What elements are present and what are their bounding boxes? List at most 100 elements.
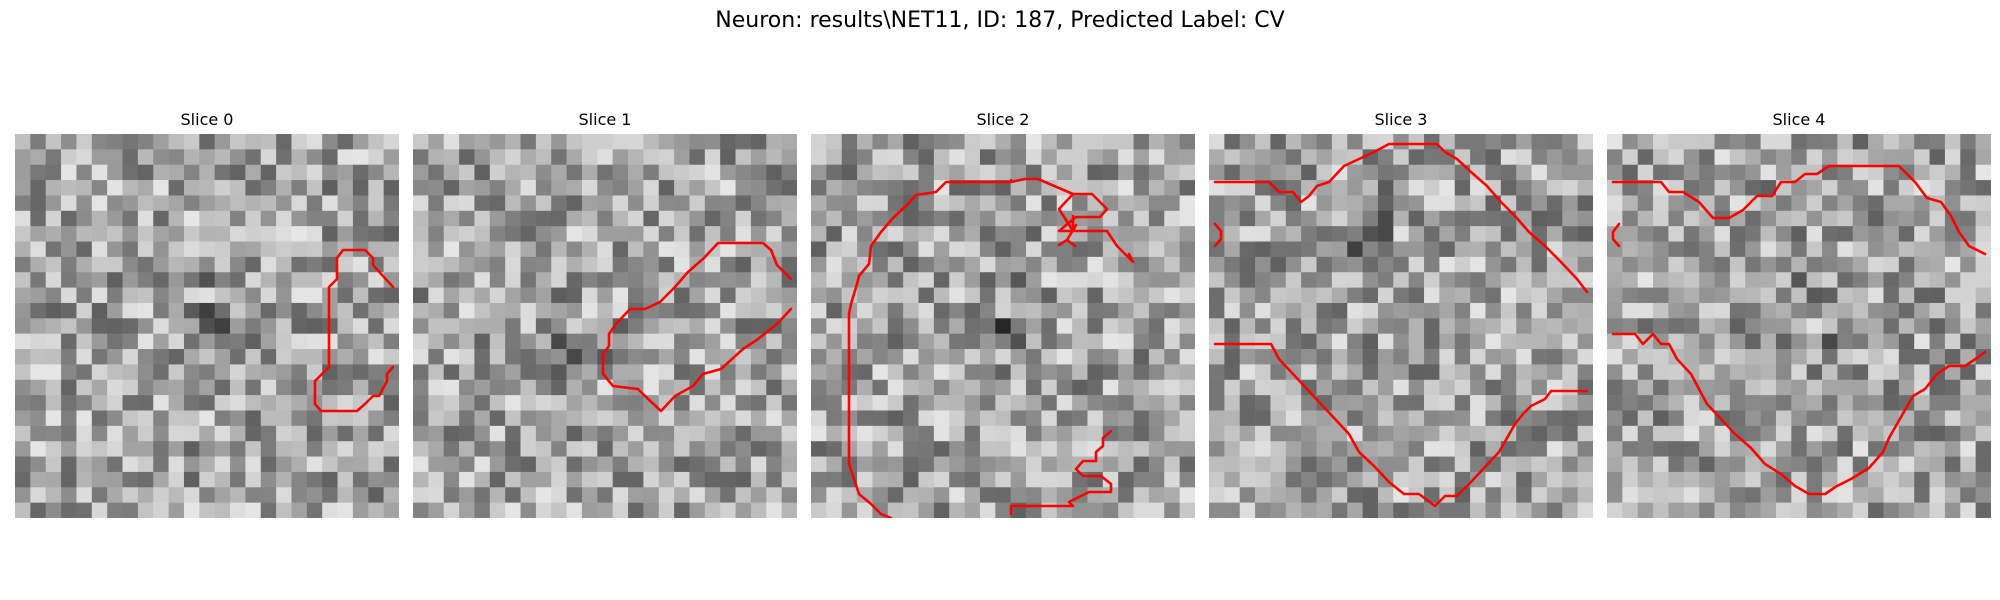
pixel — [1026, 195, 1042, 212]
pixel — [1485, 287, 1502, 304]
pixel — [1714, 349, 1731, 365]
pixel — [1883, 164, 1900, 181]
pixel — [1331, 256, 1348, 273]
pixel — [1408, 241, 1425, 258]
pixel — [1622, 425, 1639, 442]
slice-title-0: Slice 0 — [180, 110, 234, 129]
pixel — [214, 210, 231, 227]
pixel — [1745, 471, 1761, 488]
pixel — [1562, 287, 1578, 304]
pixel — [107, 487, 123, 503]
pixel — [1331, 149, 1348, 166]
pixel — [1622, 456, 1639, 473]
pixel — [628, 241, 644, 258]
pixel — [1898, 256, 1915, 273]
pixel — [383, 210, 399, 227]
pixel — [1087, 164, 1104, 181]
pixel — [1637, 410, 1654, 427]
pixel — [1791, 379, 1807, 396]
pixel — [76, 425, 93, 442]
pixel — [1072, 256, 1088, 273]
pixel — [1164, 333, 1180, 350]
pixel — [1729, 425, 1746, 442]
pixel — [826, 379, 843, 396]
pixel — [1852, 180, 1869, 196]
pixel — [1209, 395, 1225, 411]
pixel — [857, 333, 873, 350]
pixel — [1148, 471, 1165, 488]
pixel — [383, 333, 399, 350]
pixel — [428, 210, 445, 227]
pixel — [689, 195, 706, 212]
pixel — [903, 349, 919, 365]
pixel — [1041, 425, 1058, 442]
pixel — [1010, 318, 1027, 334]
pixel — [91, 272, 108, 288]
pixel — [413, 210, 429, 227]
pixel — [1607, 441, 1623, 457]
pixel — [674, 256, 690, 273]
pixel — [1072, 364, 1088, 381]
pixel — [597, 164, 613, 181]
pixel — [1531, 364, 1548, 381]
pixel — [1470, 195, 1486, 212]
pixel — [811, 195, 827, 212]
pixel — [1729, 379, 1746, 396]
pixel — [1470, 333, 1486, 350]
pixel — [1699, 318, 1715, 334]
pixel — [505, 149, 521, 166]
pixel — [1975, 195, 1991, 212]
pixel — [1975, 395, 1991, 411]
pixel — [1133, 256, 1150, 273]
pixel — [964, 195, 981, 212]
pixel — [918, 272, 935, 288]
pixel — [933, 318, 950, 334]
pixel — [1239, 256, 1256, 273]
pixel — [949, 241, 965, 258]
pixel — [1944, 195, 1961, 212]
pixel — [1944, 379, 1961, 396]
pixel — [1393, 441, 1409, 457]
pixel — [107, 395, 123, 411]
pixel — [1301, 318, 1317, 334]
pixel — [704, 272, 721, 288]
pixel — [643, 149, 660, 166]
pixel — [826, 302, 843, 319]
pixel — [1577, 241, 1593, 258]
pixel — [122, 318, 139, 334]
pixel — [260, 210, 277, 227]
pixel — [597, 456, 613, 473]
pixel — [1010, 272, 1027, 288]
pixel — [1775, 471, 1792, 488]
pixel — [1775, 195, 1792, 212]
pixel — [1577, 333, 1593, 350]
pixel — [1118, 471, 1134, 488]
pixel — [368, 287, 384, 304]
pixel — [1868, 364, 1884, 381]
pixel — [1745, 456, 1761, 473]
pixel — [1270, 195, 1287, 212]
pixel — [230, 471, 246, 488]
pixel — [1148, 210, 1165, 227]
pixel — [1285, 456, 1302, 473]
pixel — [1408, 502, 1425, 518]
pixel — [107, 302, 123, 319]
pixel — [291, 226, 308, 242]
pixel — [306, 210, 323, 227]
pixel — [566, 241, 583, 258]
pixel — [1179, 241, 1195, 258]
pixel — [1607, 210, 1623, 227]
pixel — [520, 502, 537, 518]
pixel — [168, 210, 185, 227]
pixel — [505, 456, 521, 473]
pixel — [964, 180, 981, 196]
pixel — [903, 164, 919, 181]
pixel — [1898, 487, 1915, 503]
pixel — [1944, 471, 1961, 488]
pixel — [91, 210, 108, 227]
pixel — [1883, 487, 1900, 503]
pixel — [1929, 487, 1946, 503]
pixel — [1837, 164, 1854, 181]
pixel — [1929, 241, 1946, 258]
pixel — [459, 164, 475, 181]
